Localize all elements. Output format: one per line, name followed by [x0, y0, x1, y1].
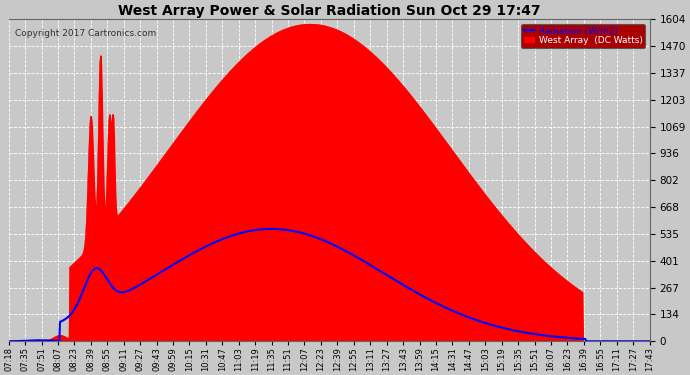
Text: Copyright 2017 Cartronics.com: Copyright 2017 Cartronics.com [15, 29, 157, 38]
Legend: Radiation (W/m2), West Array  (DC Watts): Radiation (W/m2), West Array (DC Watts) [522, 24, 645, 48]
Title: West Array Power & Solar Radiation Sun Oct 29 17:47: West Array Power & Solar Radiation Sun O… [118, 4, 540, 18]
